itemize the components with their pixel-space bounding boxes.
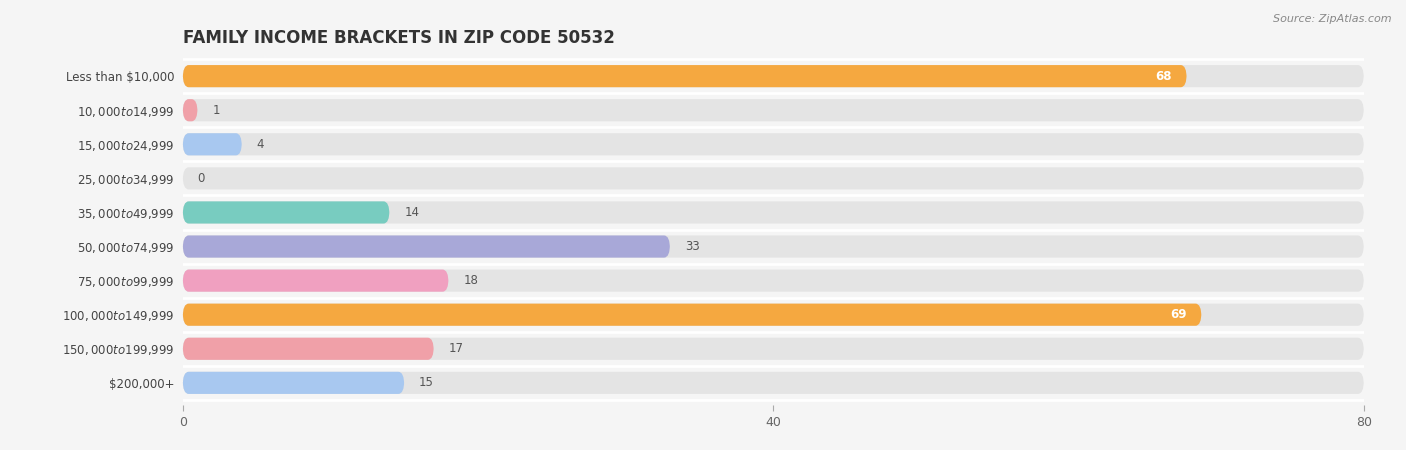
FancyBboxPatch shape — [183, 338, 1364, 360]
FancyBboxPatch shape — [183, 65, 1364, 87]
FancyBboxPatch shape — [183, 167, 1364, 189]
Text: 69: 69 — [1170, 308, 1187, 321]
Text: 14: 14 — [405, 206, 419, 219]
Text: Source: ZipAtlas.com: Source: ZipAtlas.com — [1274, 14, 1392, 23]
Text: 33: 33 — [685, 240, 699, 253]
FancyBboxPatch shape — [183, 338, 433, 360]
Text: 4: 4 — [257, 138, 264, 151]
Text: 68: 68 — [1156, 70, 1173, 83]
FancyBboxPatch shape — [183, 270, 449, 292]
FancyBboxPatch shape — [183, 235, 669, 257]
FancyBboxPatch shape — [183, 304, 1364, 326]
FancyBboxPatch shape — [183, 65, 1187, 87]
FancyBboxPatch shape — [183, 133, 1364, 155]
Text: 0: 0 — [197, 172, 205, 185]
FancyBboxPatch shape — [183, 372, 1364, 394]
Text: FAMILY INCOME BRACKETS IN ZIP CODE 50532: FAMILY INCOME BRACKETS IN ZIP CODE 50532 — [183, 29, 614, 47]
FancyBboxPatch shape — [183, 372, 405, 394]
FancyBboxPatch shape — [183, 270, 1364, 292]
Text: 17: 17 — [449, 342, 464, 355]
FancyBboxPatch shape — [183, 202, 1364, 224]
FancyBboxPatch shape — [183, 235, 1364, 257]
Text: 18: 18 — [464, 274, 478, 287]
FancyBboxPatch shape — [183, 99, 197, 122]
Text: 15: 15 — [419, 376, 434, 389]
FancyBboxPatch shape — [183, 133, 242, 155]
FancyBboxPatch shape — [183, 99, 1364, 122]
Text: 1: 1 — [212, 104, 219, 117]
FancyBboxPatch shape — [183, 202, 389, 224]
FancyBboxPatch shape — [183, 304, 1202, 326]
